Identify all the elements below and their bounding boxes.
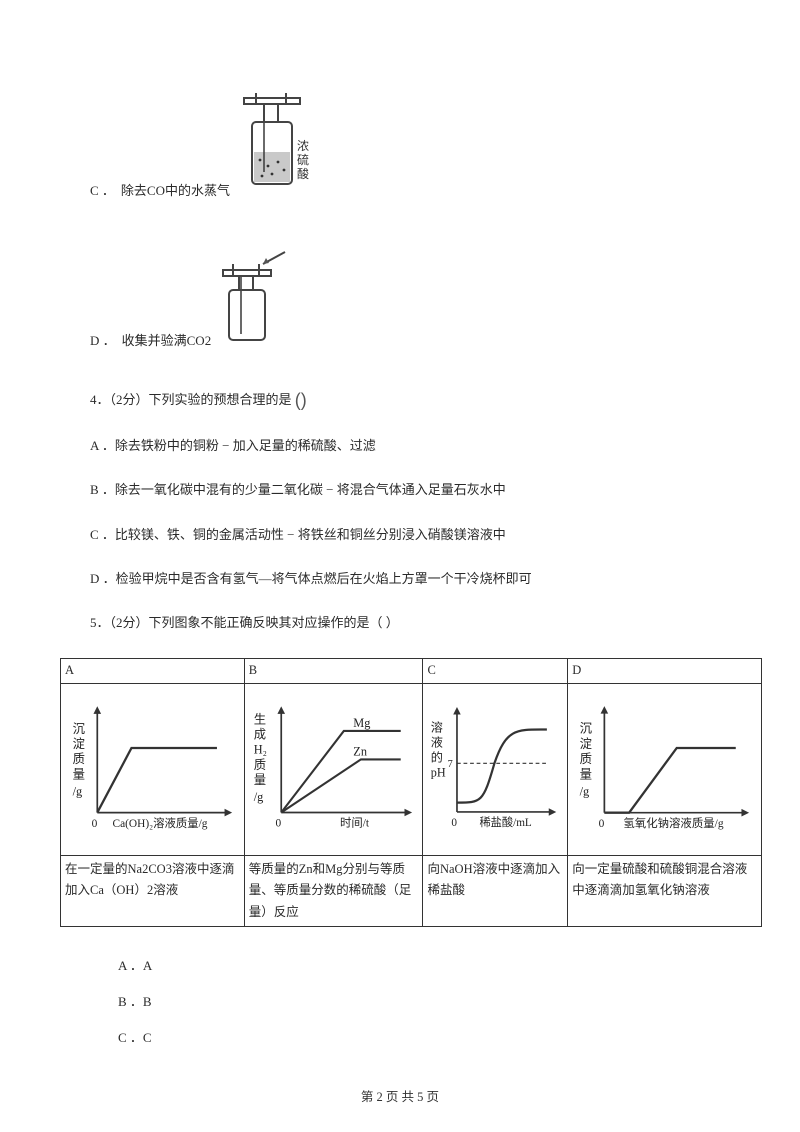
svg-text:0: 0 bbox=[452, 817, 458, 829]
head-a: A bbox=[61, 659, 245, 684]
svg-text:溶液的pH: 溶液的pH bbox=[431, 719, 446, 779]
table-head-row: A B C D bbox=[61, 659, 762, 684]
svg-text:沉淀质量/g: 沉淀质量/g bbox=[580, 721, 593, 798]
svg-text:生成H₂质量/g: 生成H₂质量/g bbox=[253, 712, 266, 804]
desc-a: 在一定量的Na2CO3溶液中逐滴加入Ca（OH）2溶液 bbox=[61, 856, 245, 927]
page-footer: 第 2 页 共 5 页 bbox=[0, 1089, 800, 1107]
option-c-row: C ． 除去CO中的水蒸气 浓 硫 酸 bbox=[90, 90, 710, 200]
head-c: C bbox=[423, 659, 568, 684]
option-d-text: 收集并验满CO2 bbox=[122, 332, 212, 350]
gas-washing-bottle-icon: 浓 硫 酸 bbox=[234, 90, 324, 200]
table-graph-row: 沉淀质量/g 0 Ca(OH)₂溶液质量/g Mg Zn 生成H₂质量/g 0 … bbox=[61, 683, 762, 856]
q5-answer-b: B ．B bbox=[90, 993, 710, 1011]
svg-text:0: 0 bbox=[275, 817, 281, 829]
head-b: B bbox=[244, 659, 423, 684]
q4-option-c: C ．比较镁、铁、铜的金属活动性 − 将铁丝和铜丝分别浸入硝酸镁溶液中 bbox=[90, 526, 710, 544]
svg-text:0: 0 bbox=[599, 818, 605, 830]
svg-text:硫: 硫 bbox=[297, 152, 309, 167]
graph-d-cell: 沉淀质量/g 0 氢氧化钠溶液质量/g bbox=[568, 683, 762, 856]
graph-b-cell: Mg Zn 生成H₂质量/g 0 时间/t bbox=[244, 683, 423, 856]
q4-stem: 4．（2分）下列实验的预想合理的是 () bbox=[90, 386, 710, 411]
option-c-label: C ． bbox=[90, 182, 115, 200]
q5-answer-c: C ．C bbox=[90, 1029, 710, 1047]
svg-text:氢氧化钠溶液质量/g: 氢氧化钠溶液质量/g bbox=[624, 816, 724, 830]
option-d-row: D ． 收集并验满CO2 bbox=[90, 250, 710, 350]
head-d: D bbox=[568, 659, 762, 684]
desc-b: 等质量的Zn和Mg分别与等质量、等质量分数的稀硫酸（足量）反应 bbox=[244, 856, 423, 927]
gas-collecting-bottle-icon bbox=[215, 250, 300, 350]
table-desc-row: 在一定量的Na2CO3溶液中逐滴加入Ca（OH）2溶液 等质量的Zn和Mg分别与… bbox=[61, 856, 762, 927]
q4-option-b: B ．除去一氧化碳中混有的少量二氧化碳 − 将混合气体通入足量石灰水中 bbox=[90, 481, 710, 499]
svg-text:0: 0 bbox=[92, 817, 98, 829]
option-c-text: 除去CO中的水蒸气 bbox=[121, 182, 230, 200]
svg-text:Zn: Zn bbox=[353, 744, 367, 758]
graph-c-cell: 溶液的pH 7 0 稀盐酸/mL bbox=[423, 683, 568, 856]
desc-c: 向NaOH溶液中逐滴加入稀盐酸 bbox=[423, 856, 568, 927]
q4-prefix: 4．（2分）下列实验的预想合理的是 bbox=[90, 392, 292, 407]
svg-text:7: 7 bbox=[448, 759, 453, 770]
graph-a-cell: 沉淀质量/g 0 Ca(OH)₂溶液质量/g bbox=[61, 683, 245, 856]
q5-stem: 5．（2分）下列图象不能正确反映其对应操作的是（ ） bbox=[90, 614, 710, 632]
q5-table: A B C D 沉淀质量/g 0 Ca(OH)₂溶液质量/g bbox=[60, 658, 762, 927]
q5-answer-a: A ．A bbox=[90, 957, 710, 975]
q4-option-a: A ．除去铁粉中的铜粉 − 加入足量的稀硫酸、过滤 bbox=[90, 437, 710, 455]
svg-text:沉淀质量/g: 沉淀质量/g bbox=[73, 721, 86, 798]
option-d-label: D ． bbox=[90, 332, 116, 350]
svg-text:Ca(OH)₂溶液质量/g: Ca(OH)₂溶液质量/g bbox=[112, 815, 207, 829]
desc-d: 向一定量硫酸和硫酸铜混合溶液中逐滴滴加氢氧化钠溶液 bbox=[568, 856, 762, 927]
q4-option-d: D ．检验甲烷中是否含有氢气—将气体点燃后在火焰上方罩一个干冷烧杯即可 bbox=[90, 570, 710, 588]
svg-text:时间/t: 时间/t bbox=[340, 816, 370, 829]
q4-glyph: () bbox=[295, 388, 307, 413]
svg-text:稀盐酸/mL: 稀盐酸/mL bbox=[480, 815, 532, 829]
bottle-label: 浓 bbox=[297, 139, 309, 153]
svg-text:酸: 酸 bbox=[297, 166, 309, 181]
svg-text:Mg: Mg bbox=[353, 716, 370, 730]
